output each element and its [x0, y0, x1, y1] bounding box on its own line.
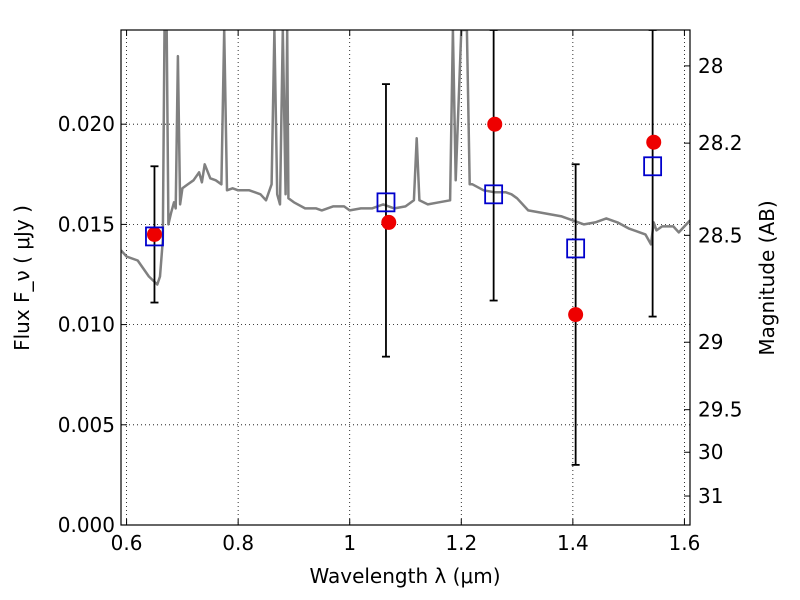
y-tick-label: 0.010 — [58, 313, 115, 337]
y-axis-label: Flux F_ν ( μJy ) — [10, 205, 34, 351]
x-tick-label: 0.6 — [111, 531, 143, 555]
x-tick-label: 1.2 — [445, 531, 477, 555]
blue-square — [643, 156, 663, 177]
red-point — [646, 134, 662, 150]
y-tick-label: 0.015 — [58, 212, 115, 236]
right-tick-label: 29.5 — [698, 398, 743, 422]
x-tick-label: 0.8 — [222, 531, 254, 555]
red-point — [568, 307, 584, 323]
x-tick-label: 1.4 — [557, 531, 589, 555]
blue-square — [376, 192, 396, 213]
red-point — [487, 116, 503, 132]
axes: 0.6 0.8 1 1.2 1.4 1.6 0.000 0.005 0.010 0.015 0.02… — [58, 30, 743, 555]
right-tick-label: 31 — [698, 484, 723, 508]
blue-square — [145, 226, 164, 247]
blue-square — [566, 238, 586, 259]
right-tick-label: 29 — [698, 330, 723, 354]
right-tick-label: 28 — [698, 54, 723, 78]
y-tick-label: 0.020 — [58, 112, 115, 136]
x-axis-label: Wavelength λ (μm) — [309, 564, 500, 588]
y-tick-label: 0.000 — [58, 513, 115, 537]
x-tick-label: 1 — [343, 531, 356, 555]
plot-background — [121, 30, 690, 525]
plot-frame — [120, 29, 691, 526]
right-tick-label: 28.5 — [698, 223, 743, 247]
red-point — [146, 226, 162, 242]
blue-square — [484, 184, 504, 205]
right-tick-label: 30 — [698, 440, 723, 464]
right-axis-label: Magnitude (AB) — [755, 200, 779, 355]
red-point — [381, 214, 397, 230]
x-tick-label: 1.6 — [669, 531, 701, 555]
plot-area — [121, 30, 690, 466]
y-tick-label: 0.005 — [58, 413, 115, 437]
spectrum-line — [121, 30, 690, 286]
right-tick-label: 28.2 — [698, 131, 743, 155]
